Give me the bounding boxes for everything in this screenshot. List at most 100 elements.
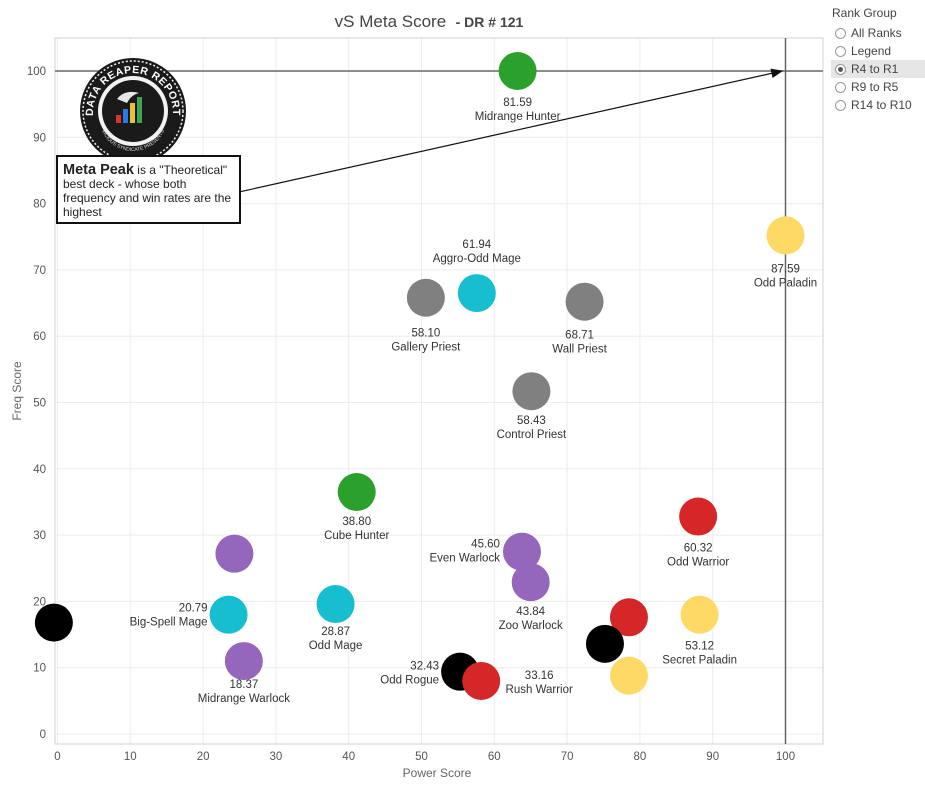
data-labels: 81.59 Midrange Hunter 87.59 Odd Paladin 61.9… [130,97,818,705]
scatter-point [34,603,73,642]
rank-group-title: Rank Group [832,6,897,20]
scatter-point [585,624,624,663]
point-name-label: Rush Warrior [506,684,573,696]
scatter-point [316,585,355,624]
svg-text:vS Meta Score - DR # 121: vS Meta Score - DR # 121 [335,12,524,31]
point-score-label: 45.60 [471,539,500,551]
y-tick-label: 30 [33,530,46,542]
point-name-label: Big-Spell Mage [130,617,208,629]
point-name-label: Odd Paladin [754,277,817,289]
point-name-label: Midrange Warlock [198,693,290,705]
rank-option-legend[interactable]: Legend [831,42,925,60]
point-score-label: 53.12 [685,641,714,653]
point-score-label: 28.87 [321,626,350,638]
point-name-label: Odd Warrior [667,557,729,569]
point-name-label: Odd Mage [309,640,363,652]
scatter-point [462,661,501,700]
scatter-point [512,372,551,411]
rank-option-r14-to-r10[interactable]: R14 to R10 [831,96,925,114]
reference-lines [55,38,823,744]
chart-title: vS Meta Score [335,12,447,31]
x-tick-label: 80 [634,751,647,763]
chart-subtitle: - DR # 121 [456,14,524,30]
point-name-label: Wall Priest [552,344,607,356]
rank-group-filter: Rank Group All Ranks Legend R4 to R1 R9 to … [831,6,925,114]
callout-arrow [229,68,784,195]
rank-option-label: All Ranks [851,26,902,40]
point-name-label: Control Priest [497,429,567,441]
rank-option-all-ranks[interactable]: All Ranks [831,24,925,42]
point-score-label: 87.59 [771,263,800,275]
point-score-label: 61.94 [462,239,491,251]
point-score-label: 58.43 [517,415,546,427]
point-name-label: Even Warlock [429,553,500,565]
scatter-point [766,216,805,255]
point-score-label: 58.10 [411,328,440,340]
x-tick-label: 60 [488,751,501,763]
scatter-point [502,532,541,571]
rank-option-label: Legend [851,44,892,58]
x-tick-label: 90 [706,751,719,763]
y-axis-title: Freq Score [10,361,24,421]
x-tick-label: 50 [415,751,428,763]
point-name-label: Secret Paladin [662,655,737,667]
y-axis-ticks: 0 10 20 30 40 50 60 70 80 90 100 [27,66,46,741]
y-tick-label: 50 [33,398,46,410]
y-tick-label: 100 [27,66,46,78]
x-tick-label: 100 [776,751,795,763]
point-name-label: Midrange Hunter [475,111,561,123]
rank-option-label: R9 to R5 [851,80,899,94]
plot-frame [54,37,824,745]
point-score-label: 43.84 [516,606,545,618]
scatter-point [498,52,537,90]
x-tick-label: 10 [124,751,137,763]
point-name-label: Cube Hunter [324,530,389,542]
radio-icon[interactable] [835,81,846,93]
point-name-label: Odd Rogue [380,675,439,687]
point-score-label: 60.32 [684,543,713,555]
rank-option-label: R4 to R1 [851,62,899,76]
annotation-text: is a "Theoretical" best deck - whose bot… [63,163,232,219]
annotation-bold: Meta Peak [63,162,134,178]
x-axis-ticks: 0 10 20 30 40 50 60 70 80 90 100 [54,751,795,763]
y-tick-label: 40 [33,464,46,476]
radio-icon[interactable] [835,45,846,57]
point-score-label: 20.79 [179,603,208,615]
scatter-point [679,497,718,536]
scatter-point [406,278,445,317]
point-score-label: 32.43 [410,661,439,673]
y-tick-label: 80 [33,199,46,211]
point-score-label: 18.37 [229,679,258,691]
x-tick-label: 0 [54,751,60,763]
rank-option-label: R14 to R10 [851,98,912,112]
scatter-point [457,274,496,313]
rank-option-r4-to-r1[interactable]: R4 to R1 [831,60,925,78]
point-name-label: Gallery Priest [391,342,461,354]
data-reaper-report-logo: DATA REAPER REPORT VICIOUS SYNDICATE PRE… [80,58,186,164]
rank-option-r9-to-r5[interactable]: R9 to R5 [831,78,925,96]
scatter-point [609,656,648,695]
scatter-point [565,282,604,321]
scatter-point [511,563,550,602]
radio-icon[interactable] [835,27,846,39]
scatter-point [215,534,254,573]
radio-icon[interactable] [835,63,846,75]
point-name-label: Zoo Warlock [499,620,563,632]
data-points [34,52,805,700]
x-tick-label: 20 [197,751,210,763]
radio-icon[interactable] [835,99,846,111]
scatter-point [224,642,263,681]
x-tick-label: 30 [270,751,283,763]
point-name-label: Aggro-Odd Mage [433,253,521,265]
point-score-label: 38.80 [342,516,371,528]
point-score-label: 68.71 [565,330,594,342]
x-tick-label: 70 [561,751,574,763]
scatter-point [209,595,248,634]
y-tick-label: 10 [33,663,46,675]
y-tick-label: 20 [33,596,46,608]
x-tick-label: 40 [342,751,355,763]
y-tick-label: 90 [33,132,46,144]
scatter-point [680,595,719,634]
point-score-label: 33.16 [525,670,554,682]
